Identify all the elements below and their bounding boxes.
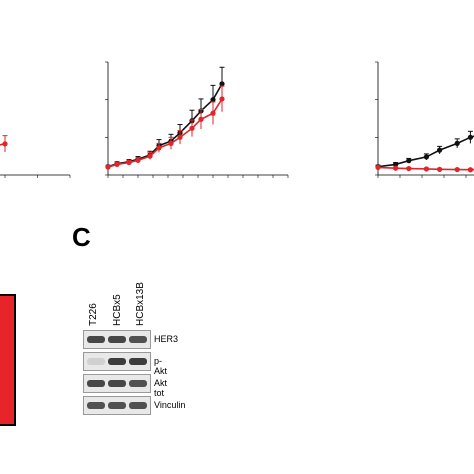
blot-strip: [83, 330, 151, 349]
blot-band: [129, 380, 147, 387]
chart-hbcx5: [105, 61, 289, 178]
blot-band: [87, 380, 105, 387]
data-point: [454, 140, 460, 146]
data-point: [114, 161, 120, 168]
data-point: [210, 110, 216, 116]
data-point: [423, 154, 429, 160]
panel-c-letter: C: [72, 222, 91, 252]
blot-strip: [83, 396, 151, 415]
blot-strip: [83, 352, 151, 371]
blot-row-label: p-Akt: [154, 356, 168, 376]
blot-band: [108, 358, 126, 365]
blot-band: [108, 380, 126, 387]
data-point: [467, 167, 473, 173]
blot-row-label: HER3: [154, 334, 179, 344]
data-point: [219, 81, 225, 87]
lane-label: T226: [88, 303, 99, 326]
tumor-growth-charts: [0, 61, 474, 178]
blot-band: [87, 358, 105, 365]
data-point: [135, 157, 141, 163]
data-point: [2, 141, 8, 147]
data-point: [177, 134, 183, 140]
data-point: [189, 125, 195, 131]
data-point: [105, 164, 111, 170]
blot-band: [87, 336, 105, 343]
blot-strip: [83, 374, 151, 393]
data-point: [437, 166, 443, 172]
data-point: [168, 140, 174, 146]
data-point: [156, 145, 162, 151]
lane-label: HCBx13B: [135, 282, 146, 326]
data-point: [423, 166, 429, 172]
data-point: [406, 165, 412, 172]
blot-band: [129, 358, 147, 365]
blot-band: [108, 336, 126, 343]
blot-band: [87, 402, 105, 409]
blot-band: [129, 336, 147, 343]
data-point: [126, 159, 132, 166]
data-point: [147, 153, 153, 159]
blot-row-label: Akt tot: [154, 378, 168, 398]
blot-band: [129, 402, 147, 409]
lane-label: HCBx5: [112, 294, 123, 326]
chart-left-partial: [0, 135, 71, 178]
data-point: [198, 116, 204, 122]
red-bar: [0, 294, 16, 426]
series-line: [377, 135, 474, 168]
data-point: [210, 97, 216, 103]
chart-hbc-partial: [375, 61, 474, 178]
data-point: [406, 158, 412, 164]
blot-band: [108, 402, 126, 409]
data-point: [219, 96, 225, 102]
data-point: [393, 165, 399, 171]
data-point: [437, 147, 443, 153]
series-line: [107, 83, 223, 168]
data-point: [467, 134, 473, 140]
data-point: [375, 164, 381, 171]
data-point: [454, 166, 460, 173]
data-point: [393, 161, 399, 168]
blot-row-label: Vinculin: [154, 400, 186, 410]
series-line: [107, 98, 223, 168]
